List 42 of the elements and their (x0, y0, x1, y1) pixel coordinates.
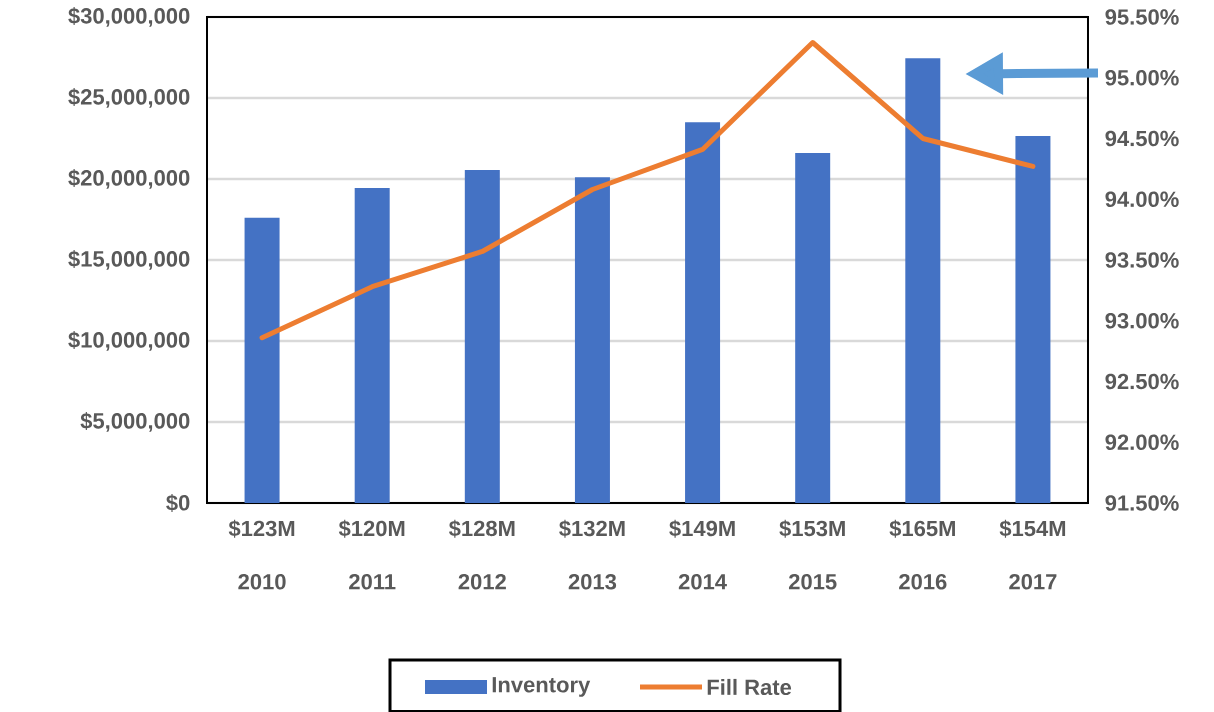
y2-tick-label: 91.50% (1105, 495, 1179, 511)
y2-tick-label: 94.00% (1105, 191, 1179, 208)
y2-tick-label: 95.50% (1105, 9, 1179, 25)
y-tick-label: $25,000,000 (68, 88, 190, 108)
bar (905, 58, 941, 503)
bar (685, 122, 721, 503)
text: $149M (669, 519, 735, 538)
y-tick-label: $5,000,000 (80, 412, 190, 432)
bar (244, 217, 280, 503)
x-tick-label: 2017 (1009, 573, 1057, 590)
y-tick-label: $20,000,000 (68, 169, 190, 189)
bar (354, 187, 390, 503)
legend-label: Fill Rate (707, 678, 792, 696)
text: $165M (889, 519, 955, 538)
x-tick-label: 2010 (238, 573, 286, 590)
y-tick-label: $10,000,000 (68, 331, 190, 351)
x-tick-label: 2012 (458, 573, 506, 590)
text: $120M (338, 519, 405, 538)
x-tick-label: 2013 (568, 573, 617, 590)
text: $154M (999, 519, 1066, 538)
x-tick-label: 2011 (349, 573, 396, 590)
y2-tick-label: 92.50% (1105, 373, 1179, 390)
x-tick-label: 2016 (899, 573, 947, 590)
y2-tick-label: 95.00% (1105, 69, 1179, 86)
bar (464, 170, 500, 503)
text: $132M (559, 519, 625, 538)
y2-tick-label: 94.50% (1105, 130, 1179, 147)
y-tick-label: $15,000,000 (68, 250, 190, 270)
y2-tick-label: 92.00% (1105, 434, 1179, 451)
bar (795, 153, 831, 503)
y-tick-label: $0 (166, 494, 190, 512)
legend-label: Inventory (492, 677, 591, 697)
y2-tick-label: 93.50% (1105, 252, 1179, 268)
x-tick-label: 2015 (788, 573, 837, 590)
text: $128M (448, 519, 515, 538)
text: $123M (228, 519, 295, 538)
text: $153M (779, 519, 845, 538)
bar (1015, 136, 1051, 503)
x-tick-label: 2014 (678, 573, 727, 590)
y-tick-label: $30,000,000 (68, 7, 190, 27)
bar (574, 177, 610, 503)
y2-tick-label: 93.00% (1105, 312, 1179, 329)
